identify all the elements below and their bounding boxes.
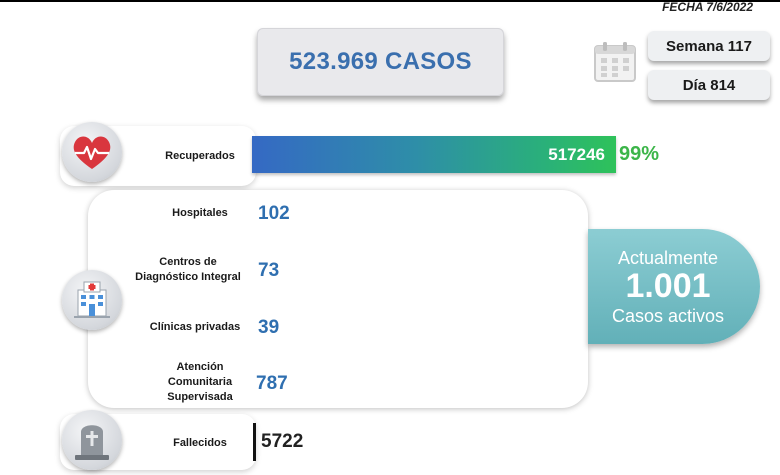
deceased-value: 5722 (261, 431, 304, 452)
acs-value: 787 (256, 373, 288, 394)
total-cases-box: 523.969 CASOS (257, 28, 504, 96)
deceased-bar (253, 423, 256, 461)
hospital-icon-circle (62, 270, 122, 330)
recovered-label: Recuperados (165, 150, 235, 162)
acs-label: Atención Comunitaria Supervisada (150, 360, 250, 405)
hospitals-value: 102 (258, 203, 290, 224)
hospitals-label: Hospitales (172, 207, 228, 219)
cdi-value: 73 (258, 260, 280, 281)
cdi-label-line1: Centros de (159, 256, 217, 268)
date-label: FECHA 7/6/2022 (662, 0, 753, 14)
recovered-bar (252, 136, 616, 173)
active-cases-panel: Actualmente 1.001 Casos activos (588, 229, 760, 344)
recovered-value: 517246 (548, 145, 605, 164)
deceased-label: Fallecidos (173, 437, 227, 449)
clinics-label: Clínicas privadas (149, 321, 241, 333)
active-cases-value: 1.001 (625, 267, 711, 305)
week-badge: Semana 117 (648, 31, 770, 61)
clinics-value: 39 (258, 317, 280, 338)
day-badge: Día 814 (648, 70, 770, 100)
acs-label-line3: Supervisada (167, 391, 233, 403)
heart-pulse-icon (73, 136, 111, 169)
cdi-label-line2: Diagnóstico Integral (135, 271, 241, 283)
tombstone-icon (75, 425, 109, 460)
total-cases-value: 523.969 CASOS (289, 48, 472, 75)
acs-label-line1: Atención (176, 361, 224, 373)
hospital-icon (74, 281, 110, 318)
active-cases-line1: Actualmente (617, 248, 719, 268)
heart-icon-circle (62, 122, 122, 182)
active-cases-line3: Casos activos (611, 306, 725, 326)
cdi-label: Centros de Diagnóstico Integral (126, 255, 250, 285)
tombstone-icon-circle (62, 410, 122, 470)
recovered-percent: 99% (619, 143, 660, 165)
week-label: Semana 117 (666, 37, 752, 55)
top-edge (0, 0, 780, 2)
day-label: Día 814 (682, 76, 736, 94)
calendar-icon (594, 42, 636, 82)
acs-label-line2: Comunitaria (167, 376, 233, 388)
hospitalization-panel (88, 190, 588, 408)
